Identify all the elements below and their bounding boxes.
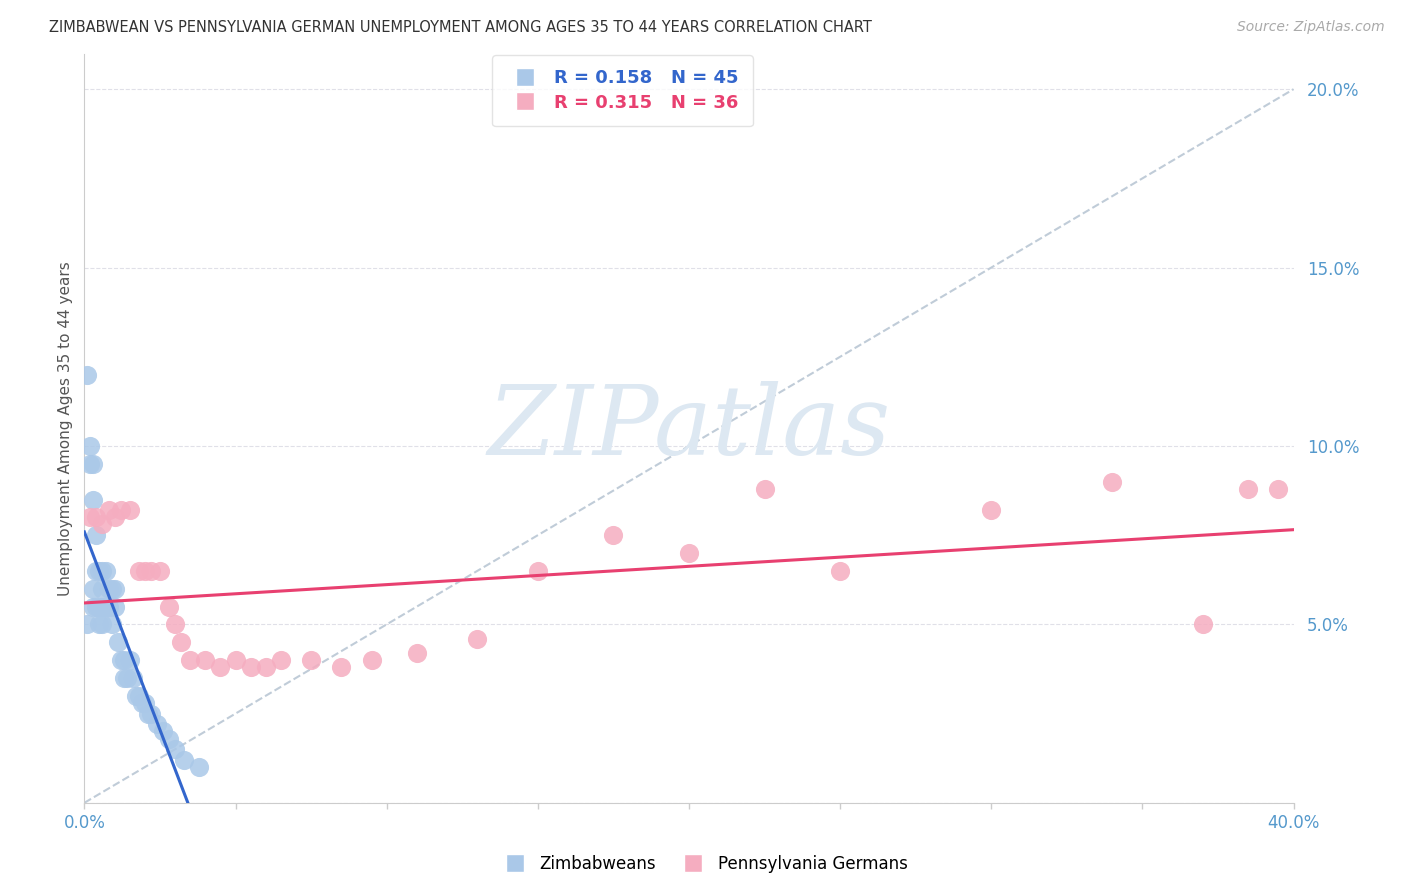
Point (76, 368, 98, 382)
Point (86, 599, 108, 614)
Point (110, 653, 132, 667)
Point (91, 617, 114, 632)
Point (225, 653, 247, 667)
Point (128, 689, 150, 703)
Point (179, 653, 201, 667)
Point (602, 528, 624, 542)
Point (128, 564, 150, 578)
Point (112, 671, 135, 685)
Point (104, 582, 127, 596)
Point (104, 599, 127, 614)
Point (79, 457, 101, 471)
Point (1237, 482, 1260, 496)
Point (134, 696, 156, 710)
Point (170, 635, 193, 649)
Point (115, 671, 138, 685)
Point (467, 632, 489, 646)
Point (89, 617, 111, 632)
Point (112, 653, 135, 667)
Point (270, 653, 292, 667)
Point (107, 635, 129, 649)
Point (86, 564, 108, 578)
Point (91, 564, 114, 578)
Point (100, 617, 122, 632)
Point (146, 717, 169, 731)
Point (152, 724, 174, 739)
Point (678, 546, 700, 560)
Point (110, 503, 132, 517)
Point (121, 671, 143, 685)
Point (82, 492, 104, 507)
Point (173, 753, 195, 767)
Point (91, 599, 114, 614)
Legend: Zimbabweans, Pennsylvania Germans: Zimbabweans, Pennsylvania Germans (492, 848, 914, 880)
Point (163, 742, 186, 756)
Point (136, 706, 159, 721)
Point (91, 582, 114, 596)
Point (89, 599, 111, 614)
Point (188, 760, 211, 774)
Point (149, 564, 172, 578)
Point (157, 599, 180, 614)
Point (239, 660, 262, 674)
Point (82, 582, 104, 596)
Point (330, 660, 353, 674)
Point (406, 646, 429, 660)
Text: ZIMBABWEAN VS PENNSYLVANIA GERMAN UNEMPLOYMENT AMONG AGES 35 TO 44 YEARS CORRELA: ZIMBABWEAN VS PENNSYLVANIA GERMAN UNEMPL… (49, 20, 872, 35)
Point (82, 599, 104, 614)
Point (94, 599, 117, 614)
Point (139, 706, 162, 721)
Point (76, 617, 98, 632)
Point (118, 503, 141, 517)
Point (194, 653, 217, 667)
Y-axis label: Unemployment Among Ages 35 to 44 years: Unemployment Among Ages 35 to 44 years (58, 260, 73, 596)
Point (139, 564, 162, 578)
Point (830, 564, 852, 578)
Point (360, 653, 382, 667)
Point (79, 510, 101, 524)
Point (254, 660, 277, 674)
Point (89, 564, 111, 578)
Point (97, 582, 120, 596)
Point (1101, 475, 1123, 489)
Point (754, 482, 776, 496)
Point (91, 517, 114, 532)
Point (82, 457, 104, 471)
Point (134, 564, 156, 578)
Legend: R = 0.158   N = 45, R = 0.315   N = 36: R = 0.158 N = 45, R = 0.315 N = 36 (492, 55, 752, 127)
Point (94, 564, 117, 578)
Point (97, 599, 120, 614)
Point (131, 696, 153, 710)
Text: Source: ZipAtlas.com: Source: ZipAtlas.com (1237, 20, 1385, 34)
Point (104, 510, 127, 524)
Point (97, 503, 120, 517)
Point (100, 582, 122, 596)
Point (86, 510, 108, 524)
Point (157, 731, 180, 746)
Point (86, 528, 108, 542)
Text: ZIPatlas: ZIPatlas (488, 381, 890, 475)
Point (209, 660, 232, 674)
Point (163, 617, 186, 632)
Point (79, 439, 101, 453)
Point (980, 503, 1002, 517)
Point (1267, 482, 1289, 496)
Point (125, 689, 148, 703)
Point (118, 653, 141, 667)
Point (526, 564, 548, 578)
Point (299, 653, 322, 667)
Point (1191, 617, 1213, 632)
